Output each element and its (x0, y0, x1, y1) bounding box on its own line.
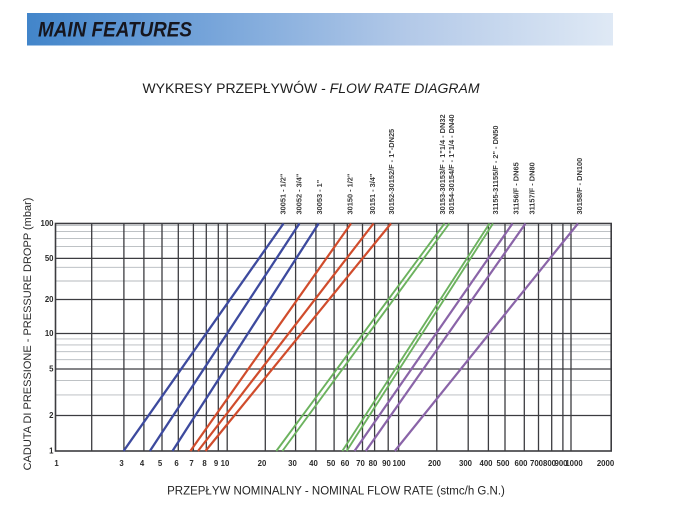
svg-text:30: 30 (288, 459, 297, 468)
svg-text:80: 80 (369, 459, 378, 468)
svg-text:50: 50 (45, 254, 54, 263)
svg-text:8: 8 (202, 459, 207, 468)
svg-text:90: 90 (382, 459, 391, 468)
svg-text:100: 100 (40, 219, 54, 228)
svg-text:31155-31155/F - 2" - DN50: 31155-31155/F - 2" - DN50 (491, 126, 500, 215)
svg-text:30151 - 3/4": 30151 - 3/4" (368, 173, 377, 214)
svg-text:500: 500 (496, 459, 510, 468)
svg-text:WYKRESY PRZEPŁYWÓW - FLOW RATE: WYKRESY PRZEPŁYWÓW - FLOW RATE DIAGRAM (142, 80, 479, 96)
svg-text:1: 1 (54, 459, 59, 468)
svg-text:50: 50 (327, 459, 336, 468)
svg-text:20: 20 (258, 459, 267, 468)
svg-text:200: 200 (428, 459, 442, 468)
svg-text:30158/F - DN100: 30158/F - DN100 (575, 158, 584, 215)
svg-text:20: 20 (45, 295, 54, 304)
svg-text:30152-30152/F - 1"-DN25: 30152-30152/F - 1"-DN25 (387, 129, 396, 215)
svg-text:4: 4 (140, 459, 145, 468)
svg-text:MAIN FEATURES: MAIN FEATURES (38, 19, 192, 42)
svg-text:1: 1 (49, 447, 54, 456)
svg-text:30150 - 1/2": 30150 - 1/2" (346, 173, 355, 214)
svg-text:5: 5 (158, 459, 163, 468)
svg-text:700: 700 (530, 459, 544, 468)
svg-text:9: 9 (214, 459, 219, 468)
svg-text:30053 - 1": 30053 - 1" (315, 179, 324, 214)
svg-text:10: 10 (45, 329, 54, 338)
svg-text:400: 400 (479, 459, 493, 468)
svg-text:300: 300 (459, 459, 473, 468)
svg-text:600: 600 (514, 459, 528, 468)
svg-text:30153-30153/F - 1"1/4 - DN32: 30153-30153/F - 1"1/4 - DN32 (438, 114, 447, 214)
svg-text:30052 - 3/4": 30052 - 3/4" (295, 173, 304, 214)
svg-text:31156/F - DN65: 31156/F - DN65 (512, 162, 521, 214)
svg-text:30154-30154/F - 1"1/4 - DN40: 30154-30154/F - 1"1/4 - DN40 (447, 114, 456, 214)
svg-text:CADUTA DI PRESSIONE - PRESSURE: CADUTA DI PRESSIONE - PRESSURE DROPP (mb… (22, 198, 34, 471)
svg-text:PRZEPŁYW NOMINALNY - NOMINAL F: PRZEPŁYW NOMINALNY - NOMINAL FLOW RATE (… (167, 486, 505, 498)
svg-text:2: 2 (49, 411, 54, 420)
svg-text:3: 3 (119, 459, 124, 468)
svg-text:10: 10 (221, 459, 230, 468)
svg-text:7: 7 (189, 459, 193, 468)
svg-text:40: 40 (309, 459, 318, 468)
svg-text:30051 - 1/2": 30051 - 1/2" (279, 173, 288, 214)
svg-text:1000: 1000 (565, 459, 583, 468)
svg-text:60: 60 (341, 459, 350, 468)
svg-text:31157/F - DN80: 31157/F - DN80 (528, 162, 537, 214)
svg-text:70: 70 (356, 459, 365, 468)
svg-text:2000: 2000 (597, 459, 615, 468)
svg-text:800: 800 (543, 459, 557, 468)
svg-text:900: 900 (554, 459, 568, 468)
svg-text:5: 5 (49, 365, 54, 374)
svg-text:6: 6 (174, 459, 179, 468)
svg-text:100: 100 (392, 459, 406, 468)
